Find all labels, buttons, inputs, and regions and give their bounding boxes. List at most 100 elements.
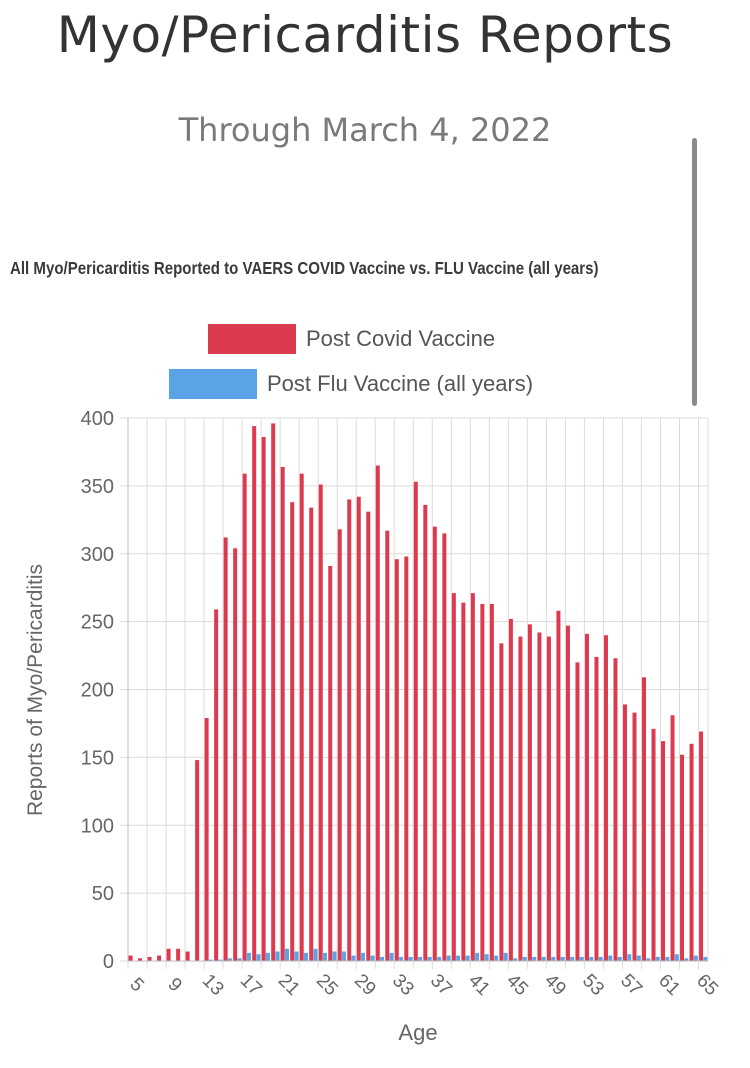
bar-covid-age-49[interactable] bbox=[546, 636, 551, 961]
bar-flu-age-25[interactable] bbox=[323, 952, 328, 961]
bar-flu-age-18[interactable] bbox=[256, 954, 261, 961]
bar-covid-age-47[interactable] bbox=[527, 624, 532, 961]
bar-covid-age-29[interactable] bbox=[356, 496, 361, 961]
bar-covid-age-12[interactable] bbox=[195, 760, 200, 961]
bar-covid-age-50[interactable] bbox=[556, 610, 561, 961]
bar-covid-age-63[interactable] bbox=[680, 754, 685, 961]
bar-covid-age-21[interactable] bbox=[280, 466, 285, 961]
bar-covid-age-61[interactable] bbox=[661, 741, 666, 961]
legend-item-flu[interactable]: Post Flu Vaccine (all years) bbox=[169, 369, 533, 399]
bar-covid-age-43[interactable] bbox=[489, 603, 494, 961]
bar-covid-age-15[interactable] bbox=[223, 537, 228, 961]
bar-covid-age-30[interactable] bbox=[366, 511, 371, 961]
bar-flu-age-32[interactable] bbox=[389, 952, 394, 961]
bar-flu-age-22[interactable] bbox=[294, 951, 299, 961]
bar-covid-age-39[interactable] bbox=[451, 593, 456, 961]
bar-flu-age-54[interactable] bbox=[598, 956, 603, 961]
bar-covid-age-23[interactable] bbox=[299, 473, 304, 961]
bar-flu-age-23[interactable] bbox=[304, 952, 309, 961]
bar-covid-age-18[interactable] bbox=[252, 426, 257, 961]
bar-covid-age-54[interactable] bbox=[594, 656, 599, 961]
bar-flu-age-39[interactable] bbox=[456, 955, 461, 961]
bar-covid-age-6[interactable] bbox=[138, 958, 143, 961]
bar-flu-age-34[interactable] bbox=[408, 956, 413, 961]
bar-covid-age-32[interactable] bbox=[385, 530, 390, 961]
bar-covid-age-9[interactable] bbox=[166, 948, 171, 961]
bar-flu-age-44[interactable] bbox=[503, 952, 508, 961]
bar-flu-age-29[interactable] bbox=[361, 952, 366, 961]
bar-covid-age-31[interactable] bbox=[375, 465, 380, 961]
bar-flu-age-14[interactable] bbox=[218, 959, 223, 961]
bar-covid-age-38[interactable] bbox=[442, 533, 447, 961]
bar-covid-age-24[interactable] bbox=[309, 507, 314, 961]
bar-covid-age-37[interactable] bbox=[432, 526, 437, 961]
bar-covid-age-57[interactable] bbox=[622, 704, 627, 961]
bar-covid-age-53[interactable] bbox=[584, 633, 589, 961]
bar-flu-age-21[interactable] bbox=[284, 948, 289, 961]
bar-covid-age-27[interactable] bbox=[337, 529, 342, 961]
bar-flu-age-46[interactable] bbox=[522, 956, 527, 961]
bar-flu-age-56[interactable] bbox=[617, 956, 622, 961]
bar-flu-age-20[interactable] bbox=[275, 951, 280, 961]
bar-covid-age-19[interactable] bbox=[261, 437, 266, 961]
bar-flu-age-38[interactable] bbox=[446, 955, 451, 961]
bar-flu-age-47[interactable] bbox=[532, 956, 537, 961]
bar-flu-age-33[interactable] bbox=[399, 956, 404, 961]
bar-covid-age-17[interactable] bbox=[242, 473, 247, 961]
bar-flu-age-41[interactable] bbox=[475, 952, 480, 961]
bar-flu-age-37[interactable] bbox=[437, 956, 442, 961]
bar-flu-age-43[interactable] bbox=[494, 955, 499, 961]
bar-flu-age-27[interactable] bbox=[342, 951, 347, 961]
bar-covid-age-48[interactable] bbox=[537, 632, 542, 961]
bar-flu-age-52[interactable] bbox=[579, 956, 584, 961]
bar-covid-age-14[interactable] bbox=[214, 609, 219, 961]
bar-flu-age-15[interactable] bbox=[227, 958, 232, 961]
bar-covid-age-62[interactable] bbox=[670, 715, 675, 961]
bar-covid-age-60[interactable] bbox=[651, 728, 656, 961]
bar-covid-age-20[interactable] bbox=[271, 423, 276, 961]
bar-flu-age-40[interactable] bbox=[465, 955, 470, 961]
bar-flu-age-19[interactable] bbox=[265, 952, 270, 961]
bar-covid-age-33[interactable] bbox=[394, 559, 399, 961]
bar-flu-age-57[interactable] bbox=[627, 954, 632, 961]
bar-covid-age-10[interactable] bbox=[176, 948, 181, 961]
bar-flu-age-30[interactable] bbox=[370, 955, 375, 961]
legend-item-covid[interactable]: Post Covid Vaccine bbox=[208, 324, 495, 354]
bar-covid-age-22[interactable] bbox=[290, 502, 295, 961]
bar-covid-age-56[interactable] bbox=[613, 658, 618, 961]
bar-flu-age-31[interactable] bbox=[380, 956, 385, 961]
bar-flu-age-49[interactable] bbox=[551, 956, 556, 961]
bar-flu-age-36[interactable] bbox=[427, 956, 432, 961]
bar-flu-age-35[interactable] bbox=[418, 956, 423, 961]
scrollbar[interactable] bbox=[692, 138, 697, 406]
bar-covid-age-13[interactable] bbox=[204, 718, 209, 961]
bar-flu-age-24[interactable] bbox=[313, 948, 318, 961]
bar-flu-age-58[interactable] bbox=[636, 955, 641, 961]
bar-covid-age-44[interactable] bbox=[499, 643, 504, 961]
bar-flu-age-48[interactable] bbox=[541, 956, 546, 961]
bar-covid-age-46[interactable] bbox=[518, 636, 523, 961]
bar-covid-age-7[interactable] bbox=[147, 956, 152, 961]
bar-flu-age-53[interactable] bbox=[589, 956, 594, 961]
bar-flu-age-63[interactable] bbox=[684, 958, 689, 961]
bar-covid-age-41[interactable] bbox=[470, 593, 475, 961]
bar-covid-age-35[interactable] bbox=[413, 481, 418, 961]
bar-covid-age-45[interactable] bbox=[508, 618, 513, 961]
bar-covid-age-5[interactable] bbox=[128, 955, 133, 961]
bar-flu-age-42[interactable] bbox=[484, 954, 489, 961]
bar-covid-age-40[interactable] bbox=[461, 602, 466, 961]
bar-covid-age-28[interactable] bbox=[347, 499, 352, 961]
bar-flu-age-13[interactable] bbox=[208, 959, 213, 961]
bar-flu-age-59[interactable] bbox=[646, 958, 651, 961]
bar-flu-age-17[interactable] bbox=[246, 952, 251, 961]
bar-covid-age-11[interactable] bbox=[185, 951, 190, 961]
bar-flu-age-65[interactable] bbox=[703, 956, 708, 961]
bar-flu-age-62[interactable] bbox=[674, 954, 679, 961]
bar-covid-age-64[interactable] bbox=[689, 743, 694, 961]
bar-flu-age-45[interactable] bbox=[513, 958, 518, 961]
bar-flu-age-28[interactable] bbox=[351, 955, 356, 961]
bar-flu-age-16[interactable] bbox=[237, 958, 242, 961]
bar-covid-age-51[interactable] bbox=[565, 625, 570, 961]
bar-covid-age-16[interactable] bbox=[233, 548, 238, 961]
bar-covid-age-55[interactable] bbox=[603, 635, 608, 961]
